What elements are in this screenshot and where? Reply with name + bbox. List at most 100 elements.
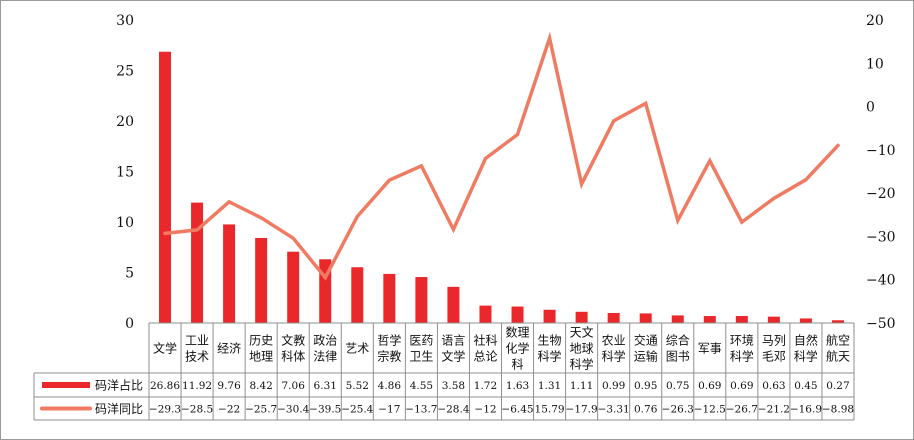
left-y-tick-label: 5 [125, 266, 134, 282]
bar-value-cell: 7.06 [282, 380, 306, 392]
category-label: 工业技术 [185, 334, 209, 364]
category-label: 环境科学 [730, 333, 754, 364]
bar [415, 277, 428, 323]
legend-line-label: 码洋同比 [95, 401, 143, 416]
bar-value-cell: 4.86 [378, 380, 402, 392]
right-y-tick-label: −40 [866, 273, 896, 289]
data-table: 文学工业技术经济历史地理文教科体政治法律艺术哲学宗教医药卫生语言文学社科总论数理… [33, 322, 855, 421]
right-y-tick-label: −30 [866, 229, 896, 245]
category-label: 马列毛邓 [762, 334, 786, 364]
category-label: 生物科学 [538, 334, 562, 364]
left-y-tick-label: 10 [116, 215, 134, 231]
bar-value-cell: 6.31 [314, 380, 337, 392]
line-value-cell: −26.3 [662, 404, 694, 416]
line-value-cell: −26.7 [726, 404, 758, 416]
bar [223, 224, 236, 323]
bar [447, 286, 460, 323]
bar [543, 309, 556, 323]
category-label: 文教科体 [281, 333, 305, 364]
category-label: 军事 [698, 342, 722, 356]
bar-value-cell: 0.69 [730, 380, 753, 392]
bar-value-cell: 4.55 [410, 380, 433, 392]
bar [287, 251, 300, 323]
line-value-cell: −12 [474, 404, 496, 416]
line-value-cell: −13.7 [405, 404, 437, 416]
line-value-cell: −16.9 [790, 404, 822, 416]
line-value-cell: −29.3 [149, 404, 181, 416]
bar-value-cell: 1.63 [506, 380, 529, 392]
bar-value-cell: 0.45 [794, 380, 817, 392]
line-value-cell: −28.4 [437, 404, 469, 416]
line-value-cell: −39.5 [309, 404, 341, 416]
category-label: 医药卫生 [409, 334, 433, 364]
line-value-cell: −6.45 [501, 404, 533, 416]
bar [831, 320, 844, 323]
right-y-tick-label: 10 [866, 56, 884, 72]
category-label: 历史地理 [249, 334, 273, 364]
bar [767, 316, 780, 323]
bar-value-cell: 1.31 [538, 380, 561, 392]
right-y-tick-label: 20 [866, 13, 884, 29]
bar-value-cell: 0.99 [602, 380, 625, 392]
bar-value-cell: 1.72 [474, 380, 497, 392]
bar-value-cell: 0.69 [698, 380, 721, 392]
line-value-cell: −8.98 [822, 404, 854, 416]
category-label: 农业科学 [602, 334, 626, 364]
left-y-tick-label: 0 [125, 316, 134, 332]
right-y-tick-label: −50 [866, 316, 896, 332]
line-series [163, 31, 840, 281]
bar-value-cell: 11.92 [182, 380, 212, 392]
line-value-cell: −28.5 [181, 404, 213, 416]
bar [191, 202, 204, 323]
left-y-axis: 0 5 10 15 20 25 30 [116, 13, 134, 332]
line-path [163, 31, 840, 281]
line-value-cell: −21.2 [758, 404, 790, 416]
category-label: 哲学宗教 [377, 333, 401, 364]
bar [703, 316, 716, 323]
bar-value-cell: 1.11 [570, 380, 593, 392]
right-y-tick-label: −10 [866, 143, 896, 159]
bar-value-cell: 0.63 [762, 380, 785, 392]
bar [799, 318, 812, 323]
bar [383, 273, 396, 323]
left-y-tick-label: 30 [116, 13, 134, 29]
left-y-tick-label: 20 [116, 114, 134, 130]
line-value-cell: −3.31 [598, 404, 630, 416]
bar-series [159, 51, 844, 324]
bar-value-cell: 9.76 [217, 380, 241, 392]
line-value-cell: −22 [218, 404, 240, 416]
category-label: 数理化学科 [506, 325, 530, 372]
bar-value-cell: 26.86 [150, 380, 180, 392]
line-value-cell: 15.79 [535, 404, 565, 416]
category-label: 政治法律 [313, 334, 337, 364]
line-value-cell: −25.4 [341, 404, 373, 416]
category-label: 社科总论 [473, 333, 497, 364]
left-y-tick-label: 25 [116, 64, 134, 80]
category-label: 文学 [153, 341, 177, 356]
bar [575, 311, 588, 323]
category-label: 天文地球科学 [570, 325, 594, 372]
bar [735, 316, 748, 323]
bar [511, 306, 524, 323]
line-value-cell: −17 [378, 404, 400, 416]
category-label: 交通运输 [634, 333, 658, 364]
bar [255, 237, 268, 323]
category-label: 艺术 [345, 342, 369, 356]
right-y-tick-label: 0 [866, 100, 875, 116]
category-label: 综合图书 [666, 333, 690, 364]
legend-bar-label: 码洋占比 [95, 378, 143, 393]
bar [351, 267, 364, 323]
line-value-cell: 0.76 [634, 404, 658, 416]
line-value-cell: −30.4 [277, 404, 309, 416]
line-value-cell: −25.7 [245, 404, 277, 416]
category-label: 自然科学 [794, 333, 818, 364]
right-y-axis: −50 −40 −30 −20 −10 0 10 20 [866, 13, 896, 332]
bar [479, 305, 492, 323]
bar [159, 51, 172, 324]
bar-value-cell: 0.75 [666, 380, 689, 392]
bar-value-cell: 5.52 [346, 380, 369, 392]
line-value-cell: −12.5 [694, 404, 726, 416]
left-y-tick-label: 15 [116, 165, 134, 181]
bar-value-cell: 0.27 [826, 380, 849, 392]
